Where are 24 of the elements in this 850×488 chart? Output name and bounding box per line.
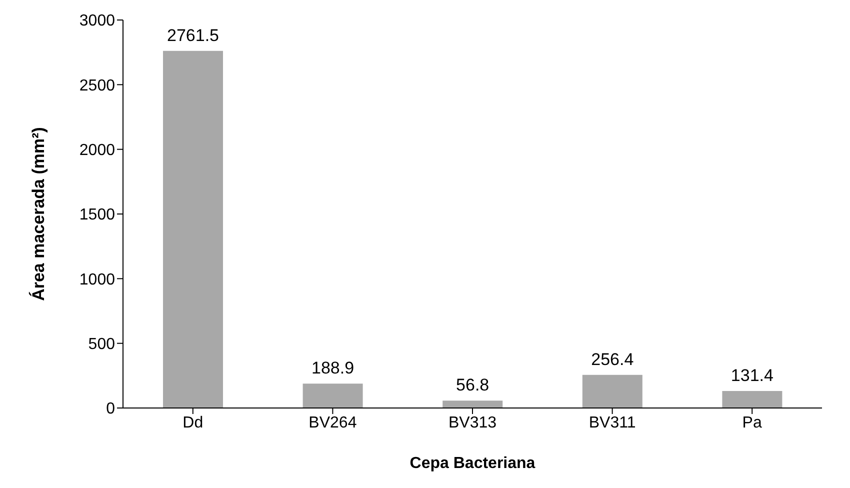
y-tick-label: 2500 (79, 77, 116, 94)
x-tick-label: BV311 (588, 414, 636, 432)
data-label: 56.8 (456, 376, 490, 395)
x-tick-label: Pa (742, 414, 762, 432)
y-tick-label: 1500 (79, 206, 116, 224)
data-label: 131.4 (730, 366, 774, 386)
bar (442, 400, 503, 408)
data-label: 188.9 (312, 358, 354, 378)
bar (722, 391, 782, 408)
data-label: 256.4 (591, 350, 634, 369)
x-tick-label: BV264 (308, 414, 357, 432)
y-tick-label: 0 (106, 400, 116, 418)
bar (302, 384, 363, 408)
bar (163, 50, 223, 408)
data-label: 2761.5 (167, 26, 219, 45)
bar (582, 374, 642, 408)
y-tick-label: 1000 (79, 271, 116, 288)
y-tick-label: 2000 (79, 142, 116, 160)
y-tick-label: 500 (88, 336, 116, 354)
x-tick-label: Dd (182, 414, 204, 432)
y-axis-title: Área macerada (mm²) (28, 127, 48, 301)
x-tick-label: BV313 (448, 414, 497, 432)
x-axis-title: Cepa Bacteriana (410, 455, 536, 472)
y-tick-label: 3000 (79, 12, 116, 30)
